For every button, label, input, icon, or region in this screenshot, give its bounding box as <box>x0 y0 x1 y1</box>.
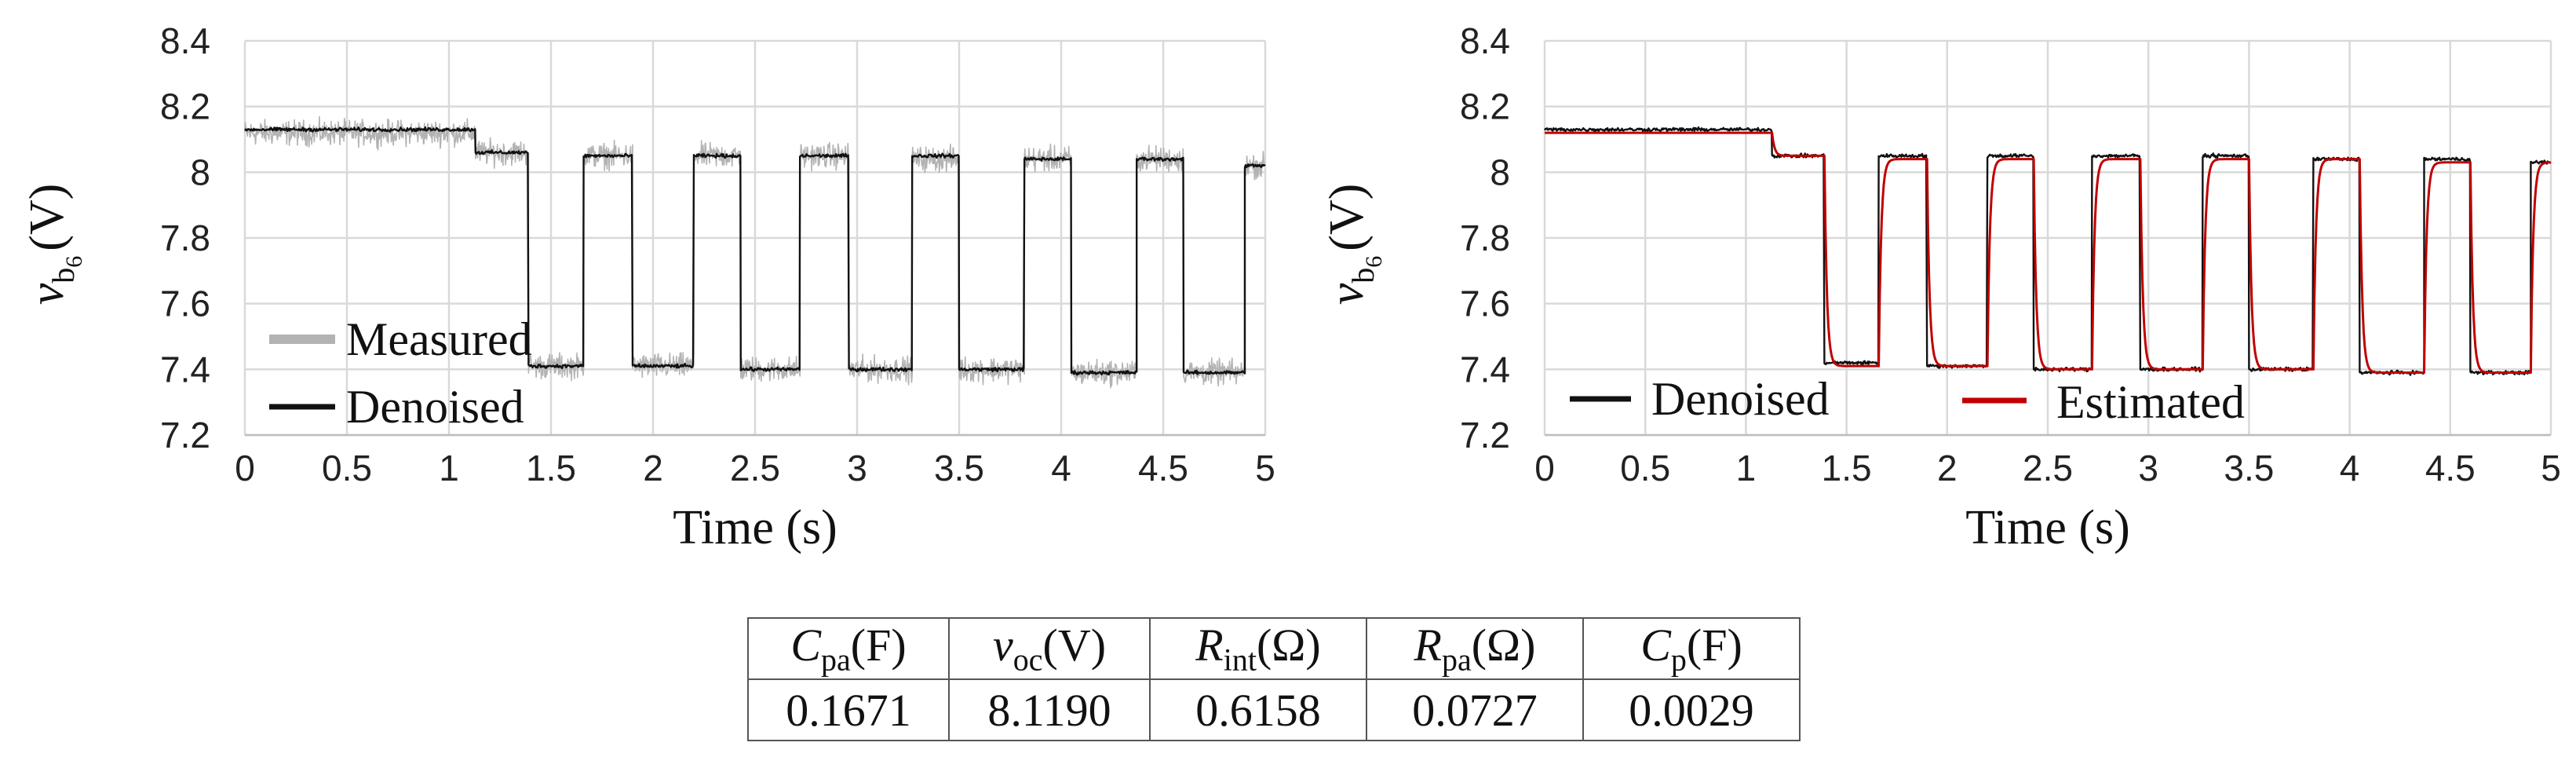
x-tick-label: 1 <box>439 448 459 488</box>
value-cpa: 0.1671 <box>747 678 950 741</box>
y-tick-label: 7.8 <box>160 218 210 258</box>
chart-right: 0 0.5 1 1.5 2 2.5 3 3.5 4 4.5 5 7.2 7.4 7.6 7.8 8 8.2 8.4… <box>1320 20 2561 554</box>
y-axis-title-subsubscript: 6 <box>61 256 87 268</box>
x-tick-label: 3.5 <box>2224 448 2274 488</box>
value-rint: 0.6158 <box>1149 678 1367 741</box>
x-tick-label: 1.5 <box>526 448 576 488</box>
x-tick-label: 5 <box>2541 448 2561 488</box>
y-axis-title-unit: (V) <box>1320 184 1374 251</box>
value-rpa: 0.0727 <box>1366 678 1584 741</box>
legend-label-denoised: Denoised <box>346 381 524 433</box>
header-rint: Rint(Ω) <box>1149 617 1367 680</box>
y-tick-label: 8.4 <box>1460 20 1510 61</box>
header-cp: Cp(F) <box>1582 617 1801 680</box>
y-tick-label: 7.2 <box>160 415 210 455</box>
x-tick-label: 2 <box>1937 448 1958 488</box>
x-axis-title: Time (s) <box>673 501 837 554</box>
x-tick-label: 2.5 <box>730 448 780 488</box>
y-axis-title-symbol: v <box>1320 283 1374 305</box>
x-tick-label: 4.5 <box>1138 448 1188 488</box>
y-axis-title: vb6 (V) <box>20 184 87 305</box>
parameter-table-header-row: Cpa(F) voc(V) Rint(Ω) Rpa(Ω) Cp(F) <box>747 617 1801 680</box>
x-tick-label: 4.5 <box>2425 448 2476 488</box>
value-cp: 0.0029 <box>1582 678 1801 741</box>
y-axis-title-unit: (V) <box>20 184 74 251</box>
x-tick-label: 2.5 <box>2023 448 2073 488</box>
y-tick-label: 8.4 <box>160 20 210 61</box>
x-tick-label: 1.5 <box>1822 448 1872 488</box>
y-tick-label: 7.8 <box>1460 218 1510 258</box>
x-tick-label: 5 <box>1255 448 1275 488</box>
x-axis-title: Time (s) <box>1965 501 2130 554</box>
header-voc: voc(V) <box>948 617 1151 680</box>
x-tick-label: 0 <box>235 448 255 488</box>
x-tick-label: 0.5 <box>322 448 372 488</box>
y-axis-title-subsubscript: 6 <box>1361 256 1387 268</box>
value-voc: 8.1190 <box>948 678 1151 741</box>
y-axis-title: vb6 (V) <box>1320 184 1387 305</box>
parameter-table: Cpa(F) voc(V) Rint(Ω) Rpa(Ω) Cp(F) 0.167… <box>747 617 1801 741</box>
y-axis-title-symbol: v <box>20 283 74 305</box>
parameter-table-value-row: 0.1671 8.1190 0.6158 0.0727 0.0029 <box>747 678 1801 741</box>
x-tick-label: 0.5 <box>1620 448 1670 488</box>
x-tick-label: 3 <box>847 448 867 488</box>
chart-left: 0 0.5 1 1.5 2 2.5 3 3.5 4 4.5 5 7.2 7.4 7.6 7.8 8 8.2 8.4… <box>20 20 1275 554</box>
header-rpa: Rpa(Ω) <box>1366 617 1584 680</box>
legend-label-denoised: Denoised <box>1651 373 1830 425</box>
y-tick-label: 7.4 <box>1460 349 1510 389</box>
y-tick-label: 7.6 <box>160 283 210 324</box>
x-tick-label: 2 <box>643 448 663 488</box>
header-cpa: Cpa(F) <box>747 617 950 680</box>
y-tick-label: 7.6 <box>1460 283 1510 324</box>
y-axis-title-subscript: b <box>1345 268 1381 283</box>
y-tick-label: 8.2 <box>1460 86 1510 127</box>
x-tick-label: 0 <box>1534 448 1555 488</box>
series-line-denoised <box>244 126 1266 376</box>
x-tick-label: 4 <box>2340 448 2360 488</box>
x-tick-label: 1 <box>1736 448 1757 488</box>
y-tick-label: 8 <box>190 152 210 192</box>
x-tick-label: 3 <box>2138 448 2158 488</box>
legend-label-estimated: Estimated <box>2056 376 2245 428</box>
y-tick-label: 8.2 <box>160 86 210 127</box>
x-tick-label: 3.5 <box>934 448 984 488</box>
series-line-estimated <box>1544 131 2552 374</box>
legend-label-measured: Measured <box>346 313 532 365</box>
y-tick-label: 8 <box>1490 152 1510 192</box>
x-tick-label: 4 <box>1051 448 1071 488</box>
y-axis-title-subscript: b <box>46 268 81 283</box>
y-tick-label: 7.4 <box>160 349 210 389</box>
y-tick-label: 7.2 <box>1460 415 1510 455</box>
